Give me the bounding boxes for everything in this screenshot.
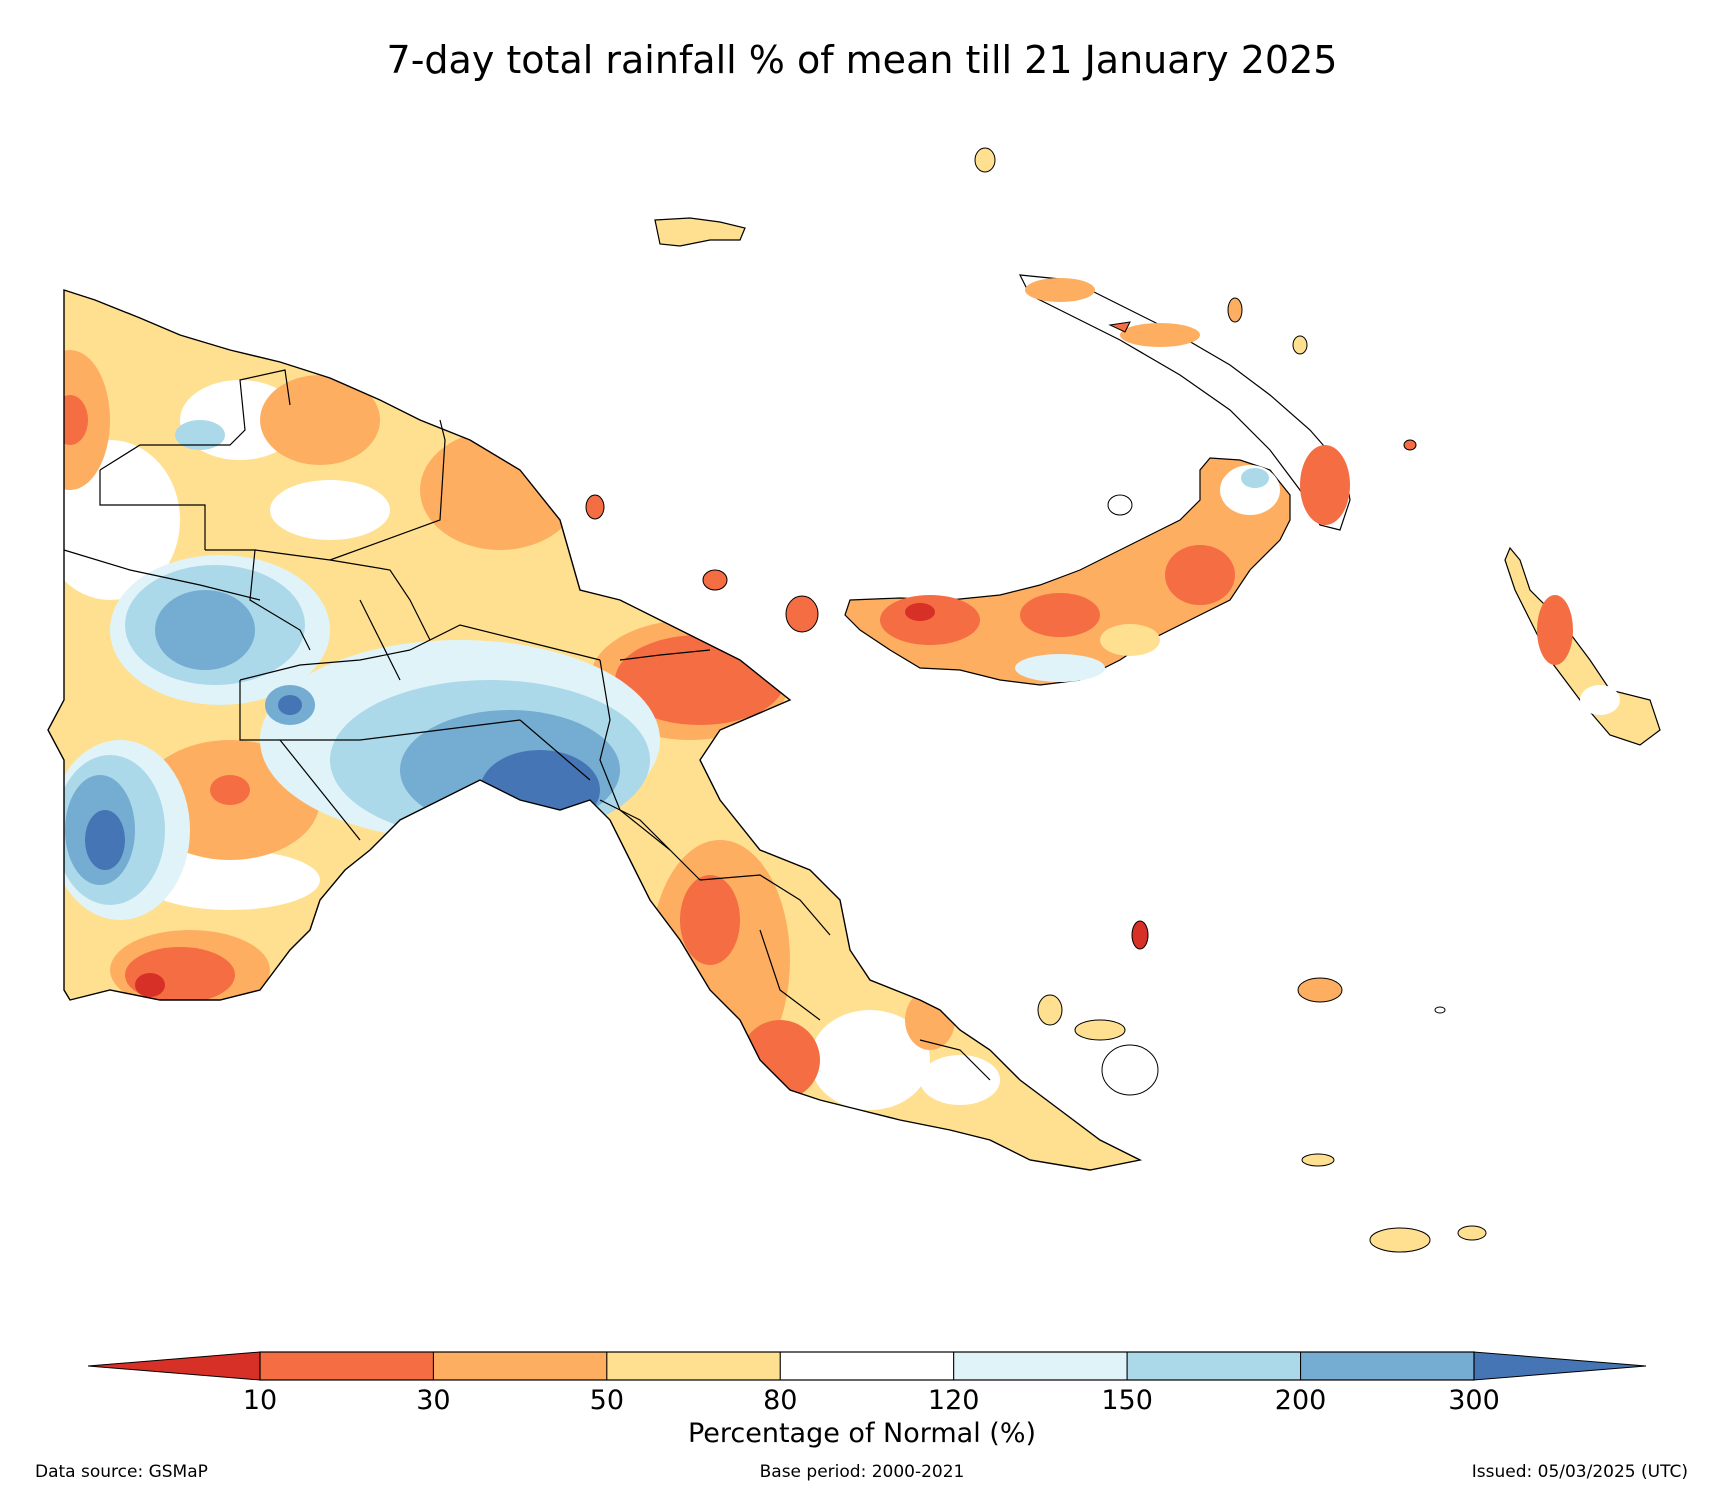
new-ireland-island	[1018, 274, 1351, 531]
colorbar-tick-label: 120	[927, 1385, 980, 1416]
colorbar-under-arrow	[87, 1351, 261, 1381]
data-source: Data source: GSMaP	[35, 1462, 208, 1482]
base-period: Base period: 2000-2021	[759, 1462, 965, 1482]
colorbar-bin	[779, 1351, 955, 1381]
colorbar-bin	[432, 1351, 608, 1381]
colorbar-tick-label: 80	[763, 1385, 798, 1416]
issued-date: Issued: 05/03/2025 (UTC)	[1471, 1462, 1688, 1482]
colorbar-tick-label: 30	[416, 1385, 451, 1416]
colorbar-over-arrow	[1473, 1351, 1647, 1381]
colorbar-tick-label: 50	[589, 1385, 625, 1416]
province-boundaries	[63, 369, 991, 1081]
map-title: 7-day total rainfall % of mean till 21 J…	[386, 38, 1338, 82]
colorbar-tick-label: 10	[242, 1385, 278, 1416]
colorbar-bin	[259, 1351, 434, 1381]
colorbar-bin	[606, 1351, 781, 1381]
manus-island	[654, 217, 746, 247]
small-islands	[585, 147, 1487, 1253]
colorbar-tick-label: 150	[1101, 1385, 1153, 1416]
colorbar-bin	[1126, 1351, 1302, 1381]
colorbar-label: Percentage of Normal (%)	[687, 1418, 1037, 1449]
rainfall-map	[47, 147, 1661, 1253]
colorbar-bin	[953, 1351, 1128, 1381]
colorbar-tick-label: 300	[1448, 1385, 1500, 1416]
bougainville-island	[1504, 546, 1661, 746]
colorbar-tick-label: 200	[1274, 1385, 1327, 1416]
colorbar-bin	[1300, 1351, 1475, 1381]
new-britain-island	[844, 457, 1291, 686]
